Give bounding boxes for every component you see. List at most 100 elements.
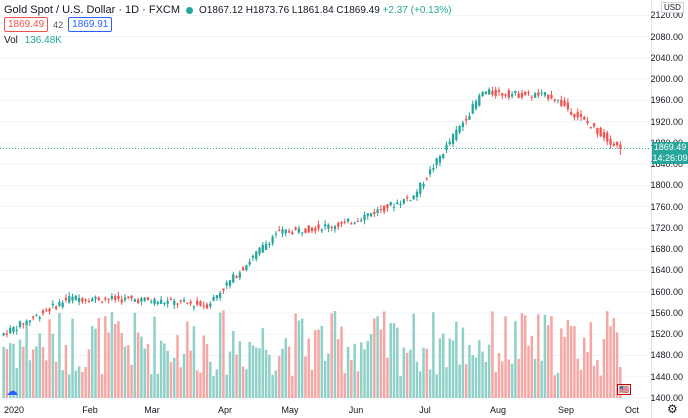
candle-body[interactable]: [419, 182, 422, 194]
candle-body[interactable]: [261, 244, 264, 253]
candle-body[interactable]: [438, 155, 442, 163]
candle-body[interactable]: [465, 118, 468, 121]
candle-body[interactable]: [609, 138, 612, 145]
candle-body[interactable]: [350, 223, 353, 225]
candle-body[interactable]: [163, 302, 166, 304]
candle-body[interactable]: [284, 229, 287, 234]
candle-body[interactable]: [202, 305, 205, 307]
candle-body[interactable]: [550, 94, 553, 99]
candle-body[interactable]: [212, 296, 215, 301]
candle-body[interactable]: [602, 132, 606, 138]
candle-body[interactable]: [22, 323, 25, 325]
candle-body[interactable]: [366, 213, 369, 216]
candle-body[interactable]: [570, 112, 573, 115]
candle-body[interactable]: [337, 223, 340, 227]
candle-body[interactable]: [74, 295, 77, 301]
candle-body[interactable]: [606, 132, 609, 142]
candle-body[interactable]: [363, 215, 366, 221]
candle-body[interactable]: [251, 255, 255, 258]
candle-body[interactable]: [189, 301, 192, 304]
candle-body[interactable]: [524, 91, 527, 96]
candle-body[interactable]: [287, 231, 291, 233]
candle-body[interactable]: [553, 99, 556, 101]
candle-body[interactable]: [389, 202, 392, 206]
candle-body[interactable]: [255, 251, 258, 260]
candle-body[interactable]: [487, 89, 491, 95]
candle-body[interactable]: [278, 229, 281, 231]
candle-body[interactable]: [504, 94, 507, 96]
candle-body[interactable]: [97, 297, 100, 301]
candle-body[interactable]: [442, 154, 445, 159]
candle-body[interactable]: [32, 316, 35, 318]
candle-body[interactable]: [566, 102, 570, 110]
candle-body[interactable]: [402, 199, 405, 204]
candle-body[interactable]: [383, 205, 386, 212]
candle-body[interactable]: [386, 204, 389, 209]
candle-body[interactable]: [5, 333, 9, 335]
candle-body[interactable]: [199, 301, 202, 306]
candle-body[interactable]: [563, 100, 566, 106]
candle-body[interactable]: [307, 225, 310, 233]
candle-body[interactable]: [317, 224, 320, 229]
candle-body[interactable]: [451, 134, 455, 145]
candle-body[interactable]: [84, 299, 87, 301]
candle-body[interactable]: [596, 127, 599, 135]
candle-body[interactable]: [133, 299, 137, 302]
candle-body[interactable]: [543, 92, 547, 96]
candle-body[interactable]: [241, 267, 245, 271]
candle-body[interactable]: [64, 297, 68, 301]
candle-body[interactable]: [281, 229, 284, 234]
candle-body[interactable]: [71, 296, 74, 301]
candle-body[interactable]: [54, 306, 58, 309]
candle-body[interactable]: [510, 94, 514, 97]
candle-body[interactable]: [182, 299, 186, 302]
candle-body[interactable]: [619, 144, 622, 149]
candle-body[interactable]: [301, 232, 304, 234]
candle-body[interactable]: [9, 327, 12, 334]
candle-body[interactable]: [501, 93, 504, 96]
candle-body[interactable]: [15, 329, 18, 331]
candle-body[interactable]: [143, 297, 146, 301]
candle-body[interactable]: [120, 299, 123, 303]
candle-body[interactable]: [225, 282, 228, 286]
candle-body[interactable]: [248, 261, 251, 265]
candle-body[interactable]: [481, 92, 484, 97]
candle-body[interactable]: [25, 320, 28, 325]
candle-body[interactable]: [228, 280, 232, 286]
candle-body[interactable]: [346, 218, 350, 222]
candle-body[interactable]: [130, 295, 133, 299]
candle-body[interactable]: [169, 298, 173, 300]
candle-body[interactable]: [533, 93, 537, 98]
candle-body[interactable]: [396, 202, 399, 205]
candle-body[interactable]: [527, 91, 530, 93]
candle-body[interactable]: [369, 213, 373, 217]
candle-body[interactable]: [340, 222, 343, 224]
candle-body[interactable]: [222, 288, 225, 291]
candle-body[interactable]: [232, 274, 235, 283]
candle-body[interactable]: [556, 99, 560, 101]
candle-body[interactable]: [343, 221, 346, 223]
candle-body[interactable]: [323, 224, 327, 227]
candle-body[interactable]: [474, 101, 478, 109]
candle-body[interactable]: [320, 229, 323, 231]
candle-body[interactable]: [615, 142, 619, 146]
candle-body[interactable]: [455, 129, 458, 140]
candle-body[interactable]: [45, 309, 48, 311]
candle-body[interactable]: [379, 208, 383, 210]
candle-body[interactable]: [205, 304, 209, 309]
candle-body[interactable]: [18, 321, 22, 327]
candle-body[interactable]: [478, 95, 481, 106]
candle-body[interactable]: [150, 301, 153, 303]
candle-body[interactable]: [415, 191, 419, 198]
candle-body[interactable]: [517, 93, 520, 98]
candle-body[interactable]: [91, 298, 94, 302]
gear-icon[interactable]: ⚙: [667, 402, 678, 416]
price-axis[interactable]: 2120.00 2080.00 2040.00 2000.00 1960.00 1920.…: [650, 0, 688, 418]
candle-body[interactable]: [428, 169, 432, 175]
candle-body[interactable]: [100, 301, 104, 303]
candle-body[interactable]: [140, 298, 143, 302]
candle-body[interactable]: [48, 308, 51, 312]
candle-body[interactable]: [117, 296, 120, 299]
candle-body[interactable]: [186, 302, 189, 304]
